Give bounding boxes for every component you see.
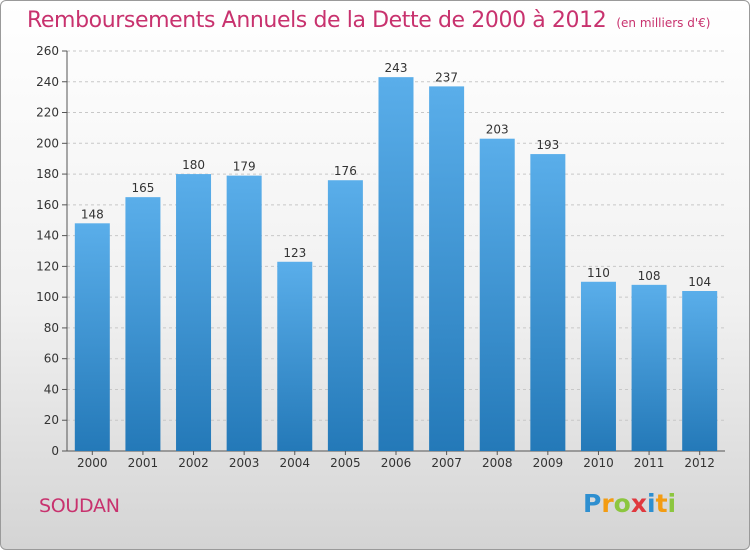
logo-letter: i [647,489,656,518]
chart-title: Remboursements Annuels de la Dette de 20… [27,8,710,33]
bar [479,138,515,451]
bar [682,291,718,451]
x-tick-label: 2009 [533,456,564,470]
bar-value-label: 108 [638,269,661,283]
bar-value-label: 179 [233,160,256,174]
bar-value-label: 193 [536,138,559,152]
x-tick-label: 2002 [178,456,209,470]
x-tick-label: 2003 [229,456,260,470]
x-tick-label: 2012 [684,456,715,470]
x-tick-label: 2011 [634,456,665,470]
x-tick-label: 2000 [77,456,108,470]
y-tick-label: 140 [36,229,59,243]
logo-letter: r [601,489,614,518]
bar-value-label: 123 [283,246,306,260]
logo-letter: t [655,489,668,518]
x-tick-label: 2008 [482,456,513,470]
y-tick-label: 40 [44,382,59,396]
bar-value-label: 243 [385,61,408,75]
x-tick-label: 2005 [330,456,361,470]
logo-letter: x [630,489,647,518]
y-tick-label: 80 [44,321,59,335]
bar-value-label: 180 [182,158,205,172]
y-tick-label: 160 [36,198,59,212]
bar [327,180,363,451]
y-tick-label: 200 [36,136,59,150]
y-tick-label: 120 [36,259,59,273]
proxiti-logo[interactable]: Proxiti [583,489,676,518]
bars [74,77,718,452]
logo-letter: o [613,489,631,518]
x-tick-label: 2001 [128,456,159,470]
chart-title-text: Remboursements Annuels de la Dette de 20… [27,8,607,33]
labels: 148 2000 165 2001 180 2002 179 2003 123 2004 176 20… [77,61,715,470]
chart-subtitle: (en milliers d'€) [616,16,711,30]
logo-letter: P [583,489,602,518]
bar [378,77,414,452]
y-tick-label: 180 [36,167,59,181]
bar [580,281,616,451]
bar [176,174,212,452]
bar-value-label: 110 [587,266,610,280]
y-tick-label: 260 [36,44,59,58]
bar-value-label: 176 [334,164,357,178]
y-tick-label: 100 [36,290,59,304]
y-tick-label: 220 [36,106,59,120]
bar [125,197,161,451]
bar-value-label: 148 [81,207,104,221]
y-tick-label: 20 [44,413,59,427]
x-tick-label: 2007 [431,456,462,470]
bar [530,154,566,452]
place-name: SOUDAN [39,495,120,517]
y-tick-label: 240 [36,75,59,89]
bar [429,86,465,451]
x-tick-label: 2010 [583,456,614,470]
bar-value-label: 104 [688,275,711,289]
y-tick-label: 60 [44,352,59,366]
bar [277,261,313,451]
bar [226,175,262,451]
logo-letter: i [667,489,677,518]
x-tick-label: 2006 [381,456,412,470]
x-tick-label: 2004 [279,456,310,470]
bar-value-label: 237 [435,70,458,84]
bar [74,223,110,451]
y-tick-label: 0 [51,444,59,458]
bar-value-label: 203 [486,123,509,137]
bar-value-label: 165 [131,181,154,195]
bar [631,284,667,451]
